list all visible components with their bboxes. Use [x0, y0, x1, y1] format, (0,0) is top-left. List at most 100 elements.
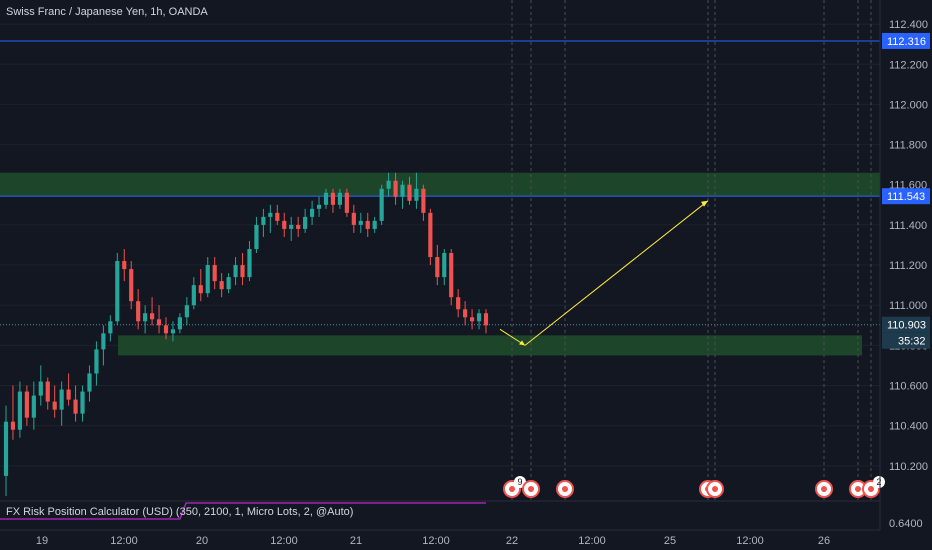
candle-body	[254, 224, 259, 249]
candle	[115, 253, 120, 326]
countdown-label: 35:32	[898, 336, 926, 348]
candle	[80, 385, 85, 422]
level-price-label-bg	[882, 188, 930, 205]
candle-body	[129, 269, 134, 302]
y-tick-label: 110.200	[889, 461, 928, 473]
candle-body	[358, 220, 363, 225]
candle	[316, 196, 322, 217]
y-tick-label: 110.600	[889, 381, 928, 393]
candle-body	[379, 188, 384, 221]
candle	[45, 377, 50, 410]
candle-body	[38, 381, 43, 396]
y-tick-label: 111.200	[889, 260, 927, 272]
candle	[184, 297, 189, 326]
candle	[191, 277, 196, 310]
event-marker[interactable]	[815, 480, 833, 498]
x-tick-label: 12:00	[578, 535, 606, 547]
x-tick-label: 20	[196, 535, 208, 547]
candle	[386, 172, 391, 197]
candle	[156, 305, 162, 334]
candle	[87, 365, 92, 402]
event-marker[interactable]: 2	[862, 476, 885, 498]
candle	[330, 188, 336, 213]
candle	[226, 273, 231, 294]
candle	[463, 301, 468, 326]
candle-body	[386, 180, 391, 189]
candle-body	[219, 281, 224, 290]
candle-body	[233, 265, 238, 278]
candle-body	[184, 305, 189, 318]
candle	[268, 204, 273, 233]
y-tick-label: 111.400	[889, 220, 927, 232]
time-axis[interactable]: 19 12:00 20 12:00 21 12:00 22 12:00 25 12:00 26	[0, 529, 880, 547]
indicator-label[interactable]: FX Risk Position Calculator (USD) (350, …	[6, 506, 354, 518]
last-price-label: 110.903	[887, 320, 926, 332]
candle	[358, 212, 363, 233]
candle	[136, 289, 141, 330]
candle-body	[337, 192, 342, 205]
candle	[170, 321, 176, 342]
candle	[449, 248, 454, 306]
candle	[129, 261, 134, 310]
candle	[407, 176, 412, 205]
x-tick-label: 22	[506, 535, 518, 547]
candle	[3, 405, 9, 496]
candle	[66, 373, 71, 406]
chart-grid	[0, 23, 880, 467]
indicator-line	[0, 502, 486, 520]
candle-body	[31, 395, 36, 418]
candle-body	[122, 261, 127, 270]
candle-body	[94, 349, 99, 374]
candle	[212, 257, 217, 290]
badge-bg	[873, 476, 885, 488]
candle	[310, 200, 315, 225]
candle-body	[101, 333, 106, 350]
candle-body	[407, 184, 412, 201]
marker-badge: 9	[517, 477, 522, 487]
candle-body	[330, 192, 336, 205]
x-tick-label: 12:00	[270, 535, 298, 547]
candle	[38, 365, 43, 406]
candle-body	[303, 216, 308, 229]
candle-body	[226, 277, 231, 290]
event-marker[interactable]	[556, 480, 574, 498]
candle-body	[143, 313, 148, 322]
candle-body	[87, 373, 92, 392]
price-axis[interactable]: 112.400112.200112.000111.800111.600111.4…	[879, 0, 930, 530]
event-dot-icon	[855, 486, 861, 492]
candle-body	[316, 204, 322, 209]
event-marker[interactable]	[706, 480, 724, 498]
x-tick-label: 19	[36, 535, 48, 547]
candle	[59, 381, 64, 426]
price-zones	[0, 172, 880, 356]
event-dot-icon	[712, 486, 718, 492]
candle	[94, 341, 99, 386]
candle	[73, 385, 78, 422]
candle-body	[205, 265, 210, 294]
chart-title: Swiss Franc / Japanese Yen, 1h, OANDA	[6, 6, 208, 18]
candle-body	[212, 265, 217, 282]
event-marker[interactable]	[522, 480, 540, 498]
candle	[261, 208, 266, 237]
candle-body	[177, 317, 182, 330]
candle	[247, 240, 252, 282]
candle-body	[476, 313, 482, 322]
candle-body	[191, 285, 196, 306]
candle	[143, 305, 148, 334]
candle	[240, 253, 245, 286]
projection-arrow[interactable]	[499, 200, 709, 346]
horizontal-levels[interactable]	[0, 40, 880, 326]
candle	[470, 309, 475, 330]
level-price-label: 112.316	[887, 36, 926, 48]
projection-leg-2[interactable]	[524, 200, 709, 346]
indicator-pane	[0, 500, 880, 520]
candle	[344, 188, 349, 217]
candle-body	[170, 329, 176, 334]
candle-body	[442, 253, 447, 278]
candle-body	[3, 421, 9, 476]
candles	[3, 172, 489, 496]
candle	[372, 216, 377, 233]
y-tick-label: 110.400	[889, 421, 928, 433]
